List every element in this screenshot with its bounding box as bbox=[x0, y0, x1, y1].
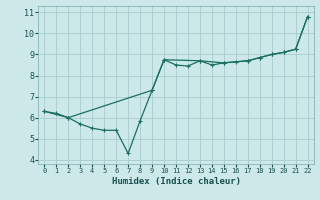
X-axis label: Humidex (Indice chaleur): Humidex (Indice chaleur) bbox=[111, 177, 241, 186]
